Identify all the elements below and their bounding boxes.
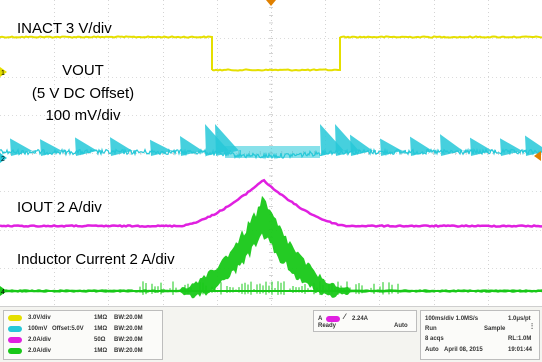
ch2-settings-row[interactable]: 100mV Offset:5.0V 1MΩ BW:20.0M	[8, 325, 143, 333]
ch4-marker-icon	[0, 286, 7, 296]
vout-label-line1: VOUT	[62, 62, 104, 79]
trigger-position-icon	[534, 151, 541, 161]
trace-vout	[0, 124, 542, 160]
trace-iout	[0, 178, 542, 228]
ch3-bandwidth: BW:20.0M	[114, 337, 143, 343]
ch4-impedance: 1MΩ	[94, 348, 108, 354]
ch2-marker-icon	[0, 153, 7, 163]
ch3-impedance: 50Ω	[94, 337, 106, 343]
date-mode: Auto	[425, 347, 439, 353]
status-bar: 3.0V/div 1MΩ BW:20.0M 100mV Offset:5.0V …	[0, 306, 542, 362]
channel-settings-panel	[3, 310, 163, 360]
iout-channel-label: IOUT 2 A/div	[17, 199, 102, 216]
ch1-badge-icon	[8, 315, 22, 321]
vout-label-line2: (5 V DC Offset)	[31, 85, 135, 102]
acquisition-mode: Sample	[484, 326, 506, 332]
acquisition-panel[interactable]	[420, 310, 540, 360]
waveform-area: 1 2 4	[0, 0, 542, 306]
trigger-channel-badge-icon	[326, 316, 340, 322]
date: April 08, 2015	[444, 347, 483, 353]
ch1-marker-icon	[0, 67, 7, 77]
trigger-source: A	[318, 316, 323, 322]
trigger-state: Ready	[318, 323, 337, 329]
vout-label-line3: 100 mV/div	[45, 107, 121, 124]
ch4-settings-row[interactable]: 2.0A/div 1MΩ BW:20.0M	[8, 347, 143, 355]
ch4-badge-icon	[8, 348, 22, 354]
ch1-marker-label: 1	[1, 70, 5, 77]
inact-channel-label: INACT 3 V/div	[17, 20, 112, 37]
ch2-badge-icon	[8, 326, 22, 332]
ch2-scale: 100mV	[28, 326, 48, 332]
trigger-mode: Auto	[394, 323, 408, 329]
trigger-panel[interactable]	[313, 310, 417, 332]
info-icon: ⫶	[531, 322, 533, 331]
ch4-scale: 2.0A/div	[28, 348, 52, 354]
ch1-bandwidth: BW:20.0M	[114, 315, 143, 321]
ch3-scale: 2.0A/div	[28, 337, 52, 343]
inductor-current-label: Inductor Current 2 A/div	[17, 251, 175, 268]
ch3-settings-row[interactable]: 2.0A/div 50Ω BW:20.0M	[8, 336, 143, 344]
trace-inact	[0, 35, 542, 72]
ch1-scale: 3.0V/div	[28, 315, 51, 321]
time-resolution: 1.0μs/pt	[508, 316, 531, 322]
channel-markers: 1 2 4	[0, 0, 541, 296]
ch2-bandwidth: BW:20.0M	[114, 326, 143, 332]
time: 19:01:44	[508, 347, 533, 353]
trigger-time-icon	[266, 0, 276, 6]
ch2-impedance: 1MΩ	[94, 326, 108, 332]
ch2-offset: Offset:5.0V	[52, 326, 84, 332]
ch4-bandwidth: BW:20.0M	[114, 348, 143, 354]
timebase: 100ms/div 1.0MS/s	[425, 316, 479, 322]
ch1-settings-row[interactable]: 3.0V/div 1MΩ BW:20.0M	[8, 314, 143, 322]
trigger-level: 2.24A	[352, 316, 369, 322]
ch1-impedance: 1MΩ	[94, 315, 108, 321]
ch3-badge-icon	[8, 337, 22, 343]
acquisition-count: 8 acqs	[425, 336, 444, 342]
ch4-marker-label: 4	[1, 289, 5, 296]
trace-inductor-current	[0, 195, 542, 299]
ch2-marker-label: 2	[1, 156, 5, 163]
oscilloscope-display: 1 2 4 INACT 3 V/div VOUT (5 V DC Offset)…	[0, 0, 542, 306]
trigger-slope-icon: ∕	[344, 312, 346, 321]
record-length: RL:1.0M	[508, 336, 532, 342]
run-state: Run	[425, 326, 437, 332]
